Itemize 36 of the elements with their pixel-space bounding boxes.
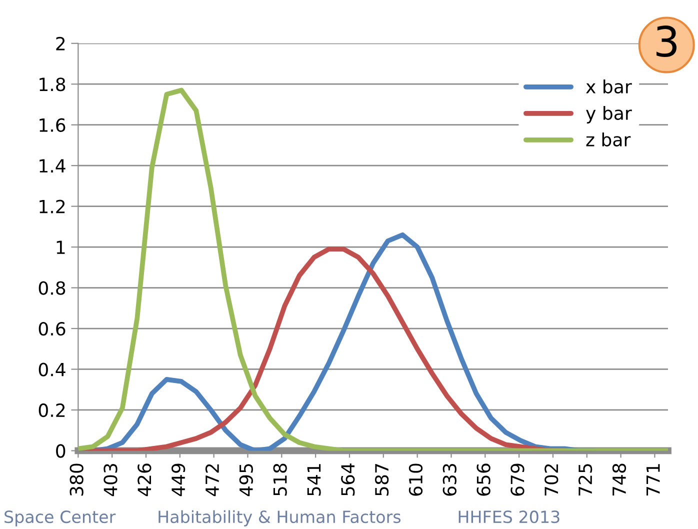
- annotation: 3: [656, 26, 677, 58]
- y-tick-label: 0.2: [38, 403, 65, 418]
- x-tick-label: 541: [307, 464, 321, 496]
- x-tick-label: 656: [476, 464, 490, 496]
- x-tick-label: 748: [612, 464, 626, 496]
- x-tick-label: 725: [578, 464, 592, 496]
- y-tick-label: 1.8: [40, 78, 66, 92]
- y-tick-label: 2: [56, 36, 65, 50]
- legend-label: x bar: [586, 79, 632, 94]
- y-tick-label: 0.4: [38, 362, 66, 376]
- x-tick-label: 472: [205, 464, 219, 496]
- x-tick-label: 380: [70, 464, 84, 496]
- x-tick-label: 564: [341, 464, 355, 496]
- y-tick-label: 1.6: [40, 118, 66, 132]
- x-tick-label: 449: [172, 464, 186, 496]
- legend-label: z bar: [586, 132, 631, 146]
- text: Space Center: [4, 510, 116, 526]
- y-tick-label: 0: [56, 444, 66, 458]
- x-tick-label: 702: [544, 464, 558, 496]
- x-tick-label: 679: [510, 464, 524, 496]
- y-tick-label: 1: [56, 240, 65, 254]
- x-tick-label: 403: [104, 464, 118, 496]
- x-tick-label: 426: [138, 464, 152, 496]
- y-tick-label: 0.8: [38, 281, 66, 295]
- y-tick-label: 1.2: [40, 200, 65, 214]
- x-tick-label: 587: [374, 464, 389, 496]
- x-tick-label: 495: [239, 464, 253, 496]
- x-tick-label: 610: [408, 464, 423, 496]
- x-tick-label: 771: [646, 464, 660, 496]
- text: Habitability & Human Factors: [158, 510, 401, 526]
- y-tick-label: 0.6: [38, 322, 66, 336]
- legend-label: y bar: [586, 106, 632, 124]
- x-tick-label: 518: [273, 464, 287, 496]
- x-tick-label: 633: [442, 464, 456, 496]
- y-tick-label: 1.4: [40, 159, 66, 172]
- text: HHFES 2013: [458, 510, 560, 524]
